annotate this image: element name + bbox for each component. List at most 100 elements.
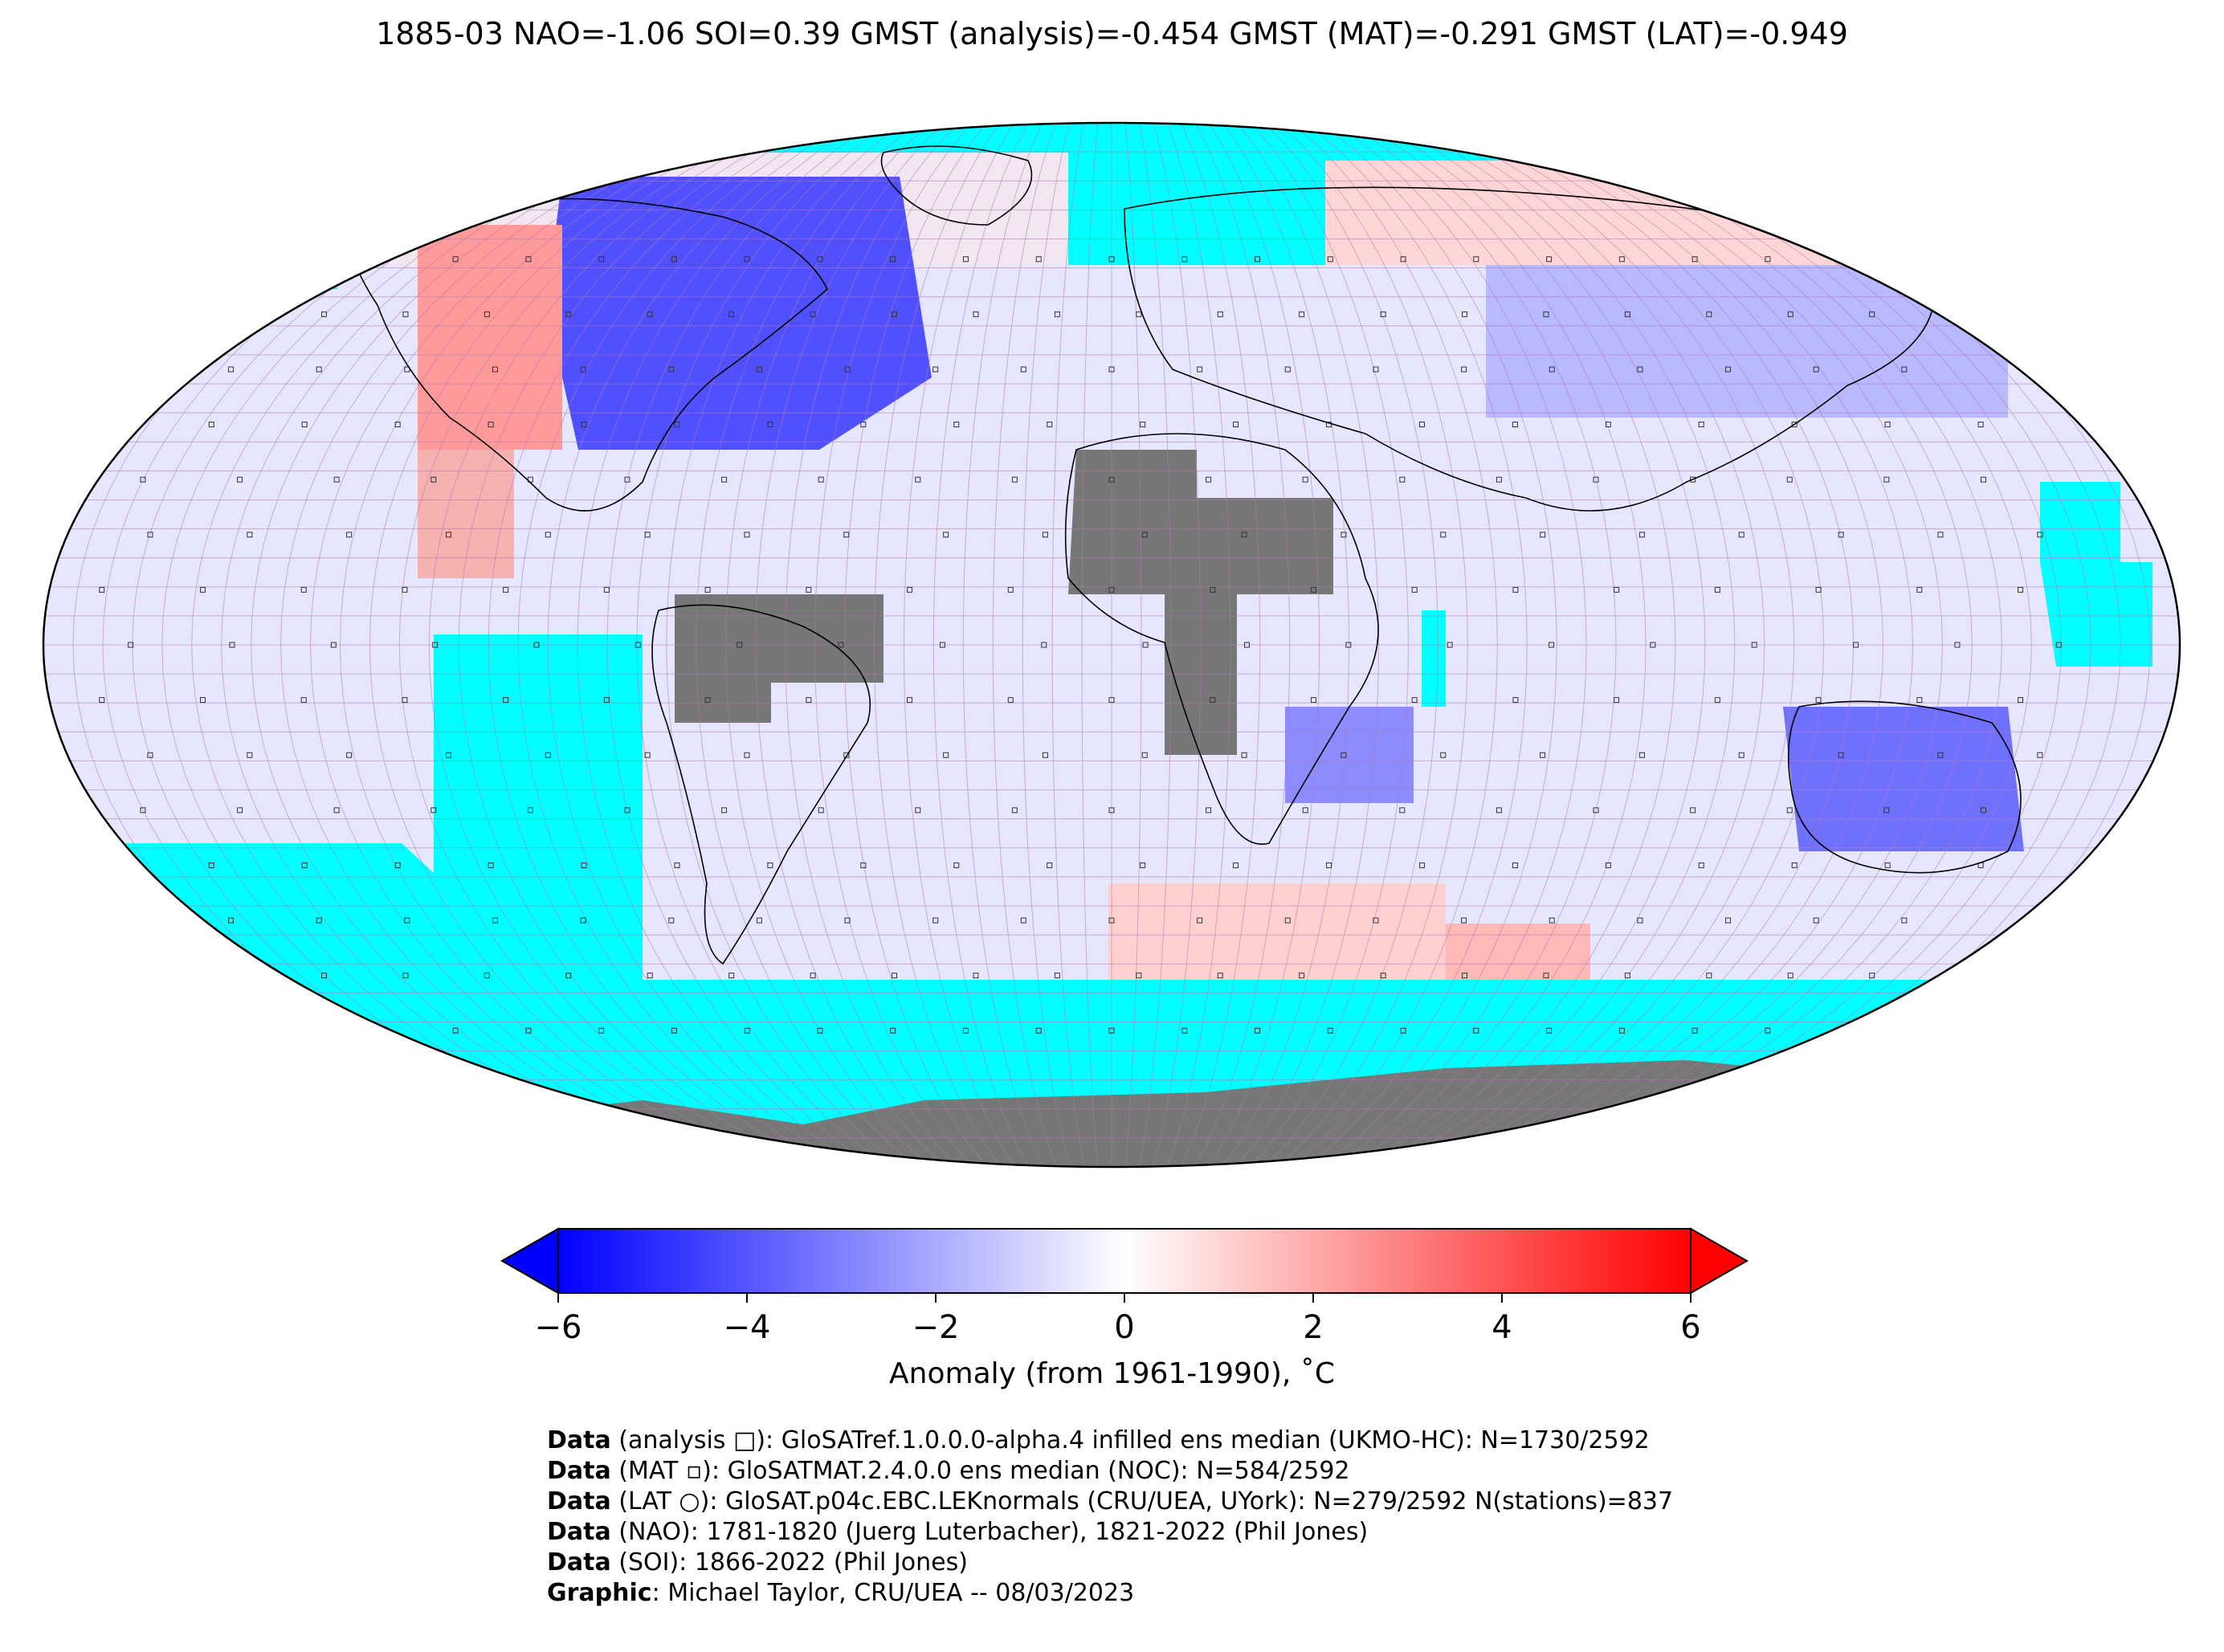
mat-marker [488,862,494,868]
mat-marker [647,973,653,979]
mat-marker [237,807,243,814]
mat-marker [1618,1027,1625,1034]
anomaly-region-cold [1285,707,1414,803]
mat-marker [321,311,328,317]
mat-marker [915,476,921,483]
mat-marker [402,697,408,704]
mat-marker [581,862,587,868]
credit-line: Data (LAT ○): GloSAT.p04c.EBC.LEKnormals… [547,1487,1674,1515]
mat-marker [445,752,451,758]
mat-marker [379,1027,386,1034]
mat-marker [1853,642,1859,648]
mat-marker [199,586,206,593]
mat-marker [330,642,337,648]
mat-marker [1341,532,1347,538]
mat-marker [1706,973,1712,979]
mat-marker [1496,476,1502,483]
mat-marker [1327,1027,1333,1034]
mat-marker [147,752,153,758]
mat-marker [1901,366,1908,373]
mat-marker [1690,476,1696,483]
mat-marker [1543,311,1549,317]
mat-marker [1546,1027,1553,1034]
mat-marker [484,311,490,317]
mat-marker [2037,752,2043,758]
mat-marker [492,366,498,373]
colorbar-extend-low [500,1227,559,1295]
mat-marker [1512,697,1519,704]
mat-marker [1549,366,1555,373]
mat-marker [674,422,680,428]
mat-marker [301,422,308,428]
mat-marker [1141,752,1148,758]
mat-marker [671,1027,677,1034]
mat-marker [892,973,898,979]
mat-marker [1380,311,1386,317]
mat-marker [1345,642,1352,648]
mat-marker [932,917,939,924]
mat-marker [346,532,353,538]
mat-marker [404,917,410,924]
mat-marker [1787,311,1793,317]
land-mask-region [1871,153,1968,257]
mat-marker [817,1027,823,1034]
mat-marker [1512,862,1518,868]
mat-marker [598,1027,605,1034]
mat-marker [1980,807,1986,814]
mat-marker [247,532,253,538]
mat-marker [1916,697,1923,704]
mat-marker [806,697,812,704]
colorbar-body [557,1228,1691,1294]
mat-marker [1440,532,1447,538]
map-border [42,121,2181,1169]
anomaly-region-cold [1486,265,2008,418]
mat-marker [1197,917,1203,924]
missing-region [129,249,337,289]
mat-marker [346,752,353,758]
mat-marker [1690,807,1696,814]
mat-marker [1411,697,1418,704]
colorbar-tick-label: −2 [912,1309,960,1346]
anomaly-region-cold [1783,707,2024,851]
mat-marker [2018,586,2024,593]
mat-marker [1725,917,1732,924]
mat-marker [962,256,969,263]
mat-marker [767,862,773,868]
mat-marker [647,311,653,317]
mat-marker [1108,1027,1115,1034]
mat-marker [1838,532,1844,538]
mat-marker [1605,422,1611,428]
mat-marker [1326,862,1332,868]
mat-marker [228,917,235,924]
missing-region [1422,610,1446,707]
mat-marker [316,917,322,924]
mat-marker [1108,586,1115,593]
anomaly-region-warm [1108,883,1446,980]
mat-marker [432,642,439,648]
mat-marker [603,586,610,593]
mat-marker [1496,807,1502,814]
colorbar-tick-label: 6 [1680,1309,1701,1346]
mat-marker [1638,752,1645,758]
mat-marker [1007,586,1014,593]
continent-outline [1064,433,1379,845]
mat-marker [1549,642,1555,648]
mat-marker [1461,917,1467,924]
mat-marker [890,256,896,263]
mat-marker [431,807,437,814]
mat-marker [1650,642,1656,648]
mat-marker [1243,642,1250,648]
mat-marker [818,807,824,814]
mat-marker [1299,973,1305,979]
mat-marker [1815,697,1822,704]
mat-marker [1512,586,1519,593]
mat-marker [1217,311,1223,317]
mat-marker [1399,807,1406,814]
mat-marker [580,917,586,924]
mat-marker [492,917,498,924]
mat-marker [1738,532,1745,538]
mat-marker [1787,973,1793,979]
credits-block: Data (analysis □): GloSATref.1.0.0.0-alp… [547,1426,1673,1609]
mat-marker [1884,862,1891,868]
mat-marker [402,973,409,979]
